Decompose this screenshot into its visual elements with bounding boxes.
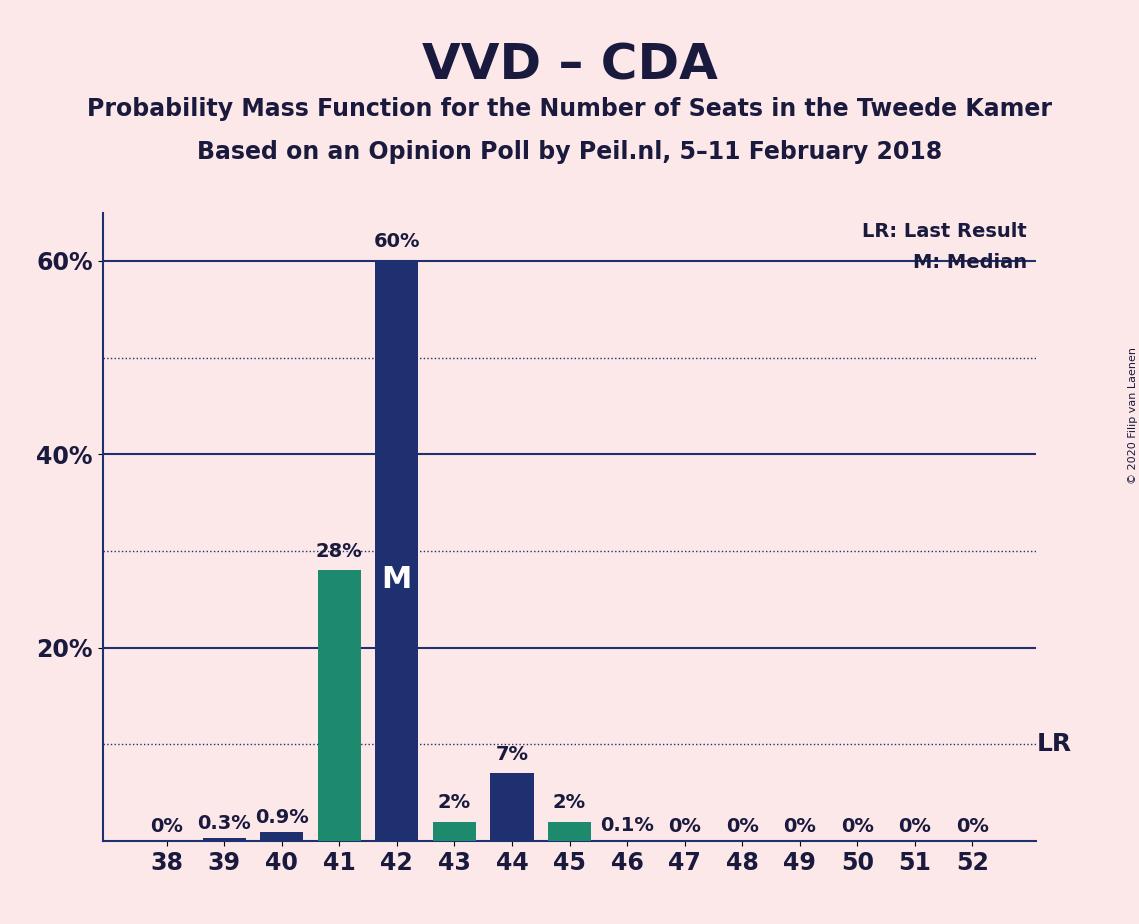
- Text: 0%: 0%: [841, 817, 874, 836]
- Text: © 2020 Filip van Laenen: © 2020 Filip van Laenen: [1129, 347, 1138, 484]
- Bar: [491, 773, 533, 841]
- Bar: [375, 261, 418, 841]
- Text: M: Median: M: Median: [913, 253, 1027, 273]
- Text: 0.9%: 0.9%: [255, 808, 309, 827]
- Text: 0%: 0%: [784, 817, 817, 836]
- Text: Probability Mass Function for the Number of Seats in the Tweede Kamer: Probability Mass Function for the Number…: [87, 97, 1052, 121]
- Text: 0.3%: 0.3%: [197, 814, 251, 833]
- Text: 7%: 7%: [495, 745, 528, 763]
- Text: 2%: 2%: [437, 793, 470, 812]
- Bar: [606, 840, 648, 841]
- Text: M: M: [382, 565, 412, 594]
- Text: 28%: 28%: [316, 541, 362, 561]
- Text: 60%: 60%: [374, 232, 420, 251]
- Text: 2%: 2%: [552, 793, 587, 812]
- Text: 0%: 0%: [956, 817, 989, 836]
- Text: 0%: 0%: [150, 817, 183, 836]
- Text: LR: Last Result: LR: Last Result: [862, 222, 1027, 241]
- Text: 0%: 0%: [669, 817, 702, 836]
- Bar: [433, 821, 476, 841]
- Bar: [260, 833, 303, 841]
- Text: 0%: 0%: [899, 817, 932, 836]
- Text: LR: LR: [1036, 732, 1072, 756]
- Text: 0%: 0%: [726, 817, 759, 836]
- Bar: [203, 838, 246, 841]
- Text: 0.1%: 0.1%: [600, 816, 654, 835]
- Text: VVD – CDA: VVD – CDA: [421, 42, 718, 90]
- Text: Based on an Opinion Poll by Peil.nl, 5–11 February 2018: Based on an Opinion Poll by Peil.nl, 5–1…: [197, 140, 942, 164]
- Bar: [548, 821, 591, 841]
- Bar: [318, 570, 361, 841]
